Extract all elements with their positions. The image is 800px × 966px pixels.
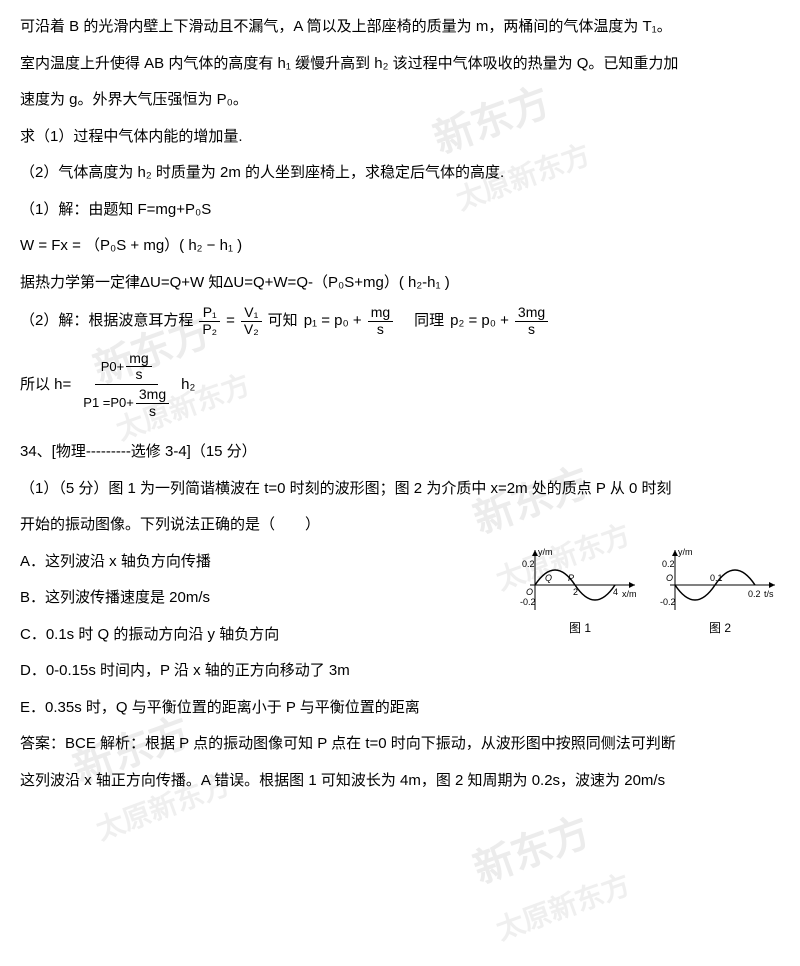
- svg-text:y/m: y/m: [538, 547, 553, 557]
- figure-1-label: 图 1: [520, 615, 640, 643]
- svg-text:2: 2: [573, 587, 578, 597]
- svg-text:0.2: 0.2: [748, 589, 761, 599]
- answer-2: 这列波沿 x 轴正方向传播。A 错误。根据图 1 可知波长为 4m，图 2 知周…: [20, 764, 780, 799]
- big-fraction: P0+ mg s P1 =P0+ 3mg s: [77, 349, 175, 422]
- svg-text:-0.2: -0.2: [520, 597, 536, 607]
- svg-text:0.1: 0.1: [710, 573, 723, 583]
- svg-text:P: P: [568, 573, 574, 583]
- svg-text:x/m: x/m: [622, 589, 637, 599]
- fraction-3mgs: 3mg s: [515, 305, 548, 337]
- fraction-p1p2: P₁ P₂: [199, 305, 220, 337]
- document-body: 可沿着 B 的光滑内壁上下滑动且不漏气，A 筒以及上部座椅的质量为 m，两桶间的…: [20, 10, 780, 798]
- fraction-v1v2: V₁ V₂: [241, 305, 262, 337]
- solution-2a: （2）解：根据波意耳方程 P₁ P₂ = V₁ V₂ 可知 p₁ = p₀ + …: [20, 304, 780, 339]
- question-part-1: 求（1）过程中气体内能的增加量.: [20, 120, 780, 155]
- answer-1: 答案：BCE 解析：根据 P 点的振动图像可知 P 点在 t=0 时向下振动，从…: [20, 727, 780, 762]
- svg-text:-0.2: -0.2: [660, 597, 676, 607]
- figure-1: 0.2 -0.2 2 4 x/m y/m O Q P 图 1: [520, 545, 640, 643]
- option-d: D．0-0.15s 时间内，P 沿 x 轴的正方向移动了 3m: [20, 654, 780, 689]
- paragraph: 速度为 g。外界大气压强恒为 P₀。: [20, 83, 780, 118]
- svg-text:0.2: 0.2: [522, 559, 535, 569]
- svg-text:O: O: [526, 587, 533, 597]
- figures: 0.2 -0.2 2 4 x/m y/m O Q P 图 1 0.2 -0.2 …: [520, 545, 780, 643]
- paragraph: 可沿着 B 的光滑内壁上下滑动且不漏气，A 筒以及上部座椅的质量为 m，两桶间的…: [20, 10, 780, 45]
- figure-2-label: 图 2: [660, 615, 780, 643]
- solution-1a: （1）解：由题知 F=mg+P₀S: [20, 193, 780, 228]
- solution-1c: 据热力学第一定律ΔU=Q+W 知ΔU=Q+W=Q-（P₀S+mg）( h₂-h₁…: [20, 266, 780, 301]
- svg-text:Q: Q: [545, 573, 552, 583]
- svg-text:0.2: 0.2: [662, 559, 675, 569]
- fraction-mgs: mg s: [368, 305, 393, 337]
- svg-text:y/m: y/m: [678, 547, 693, 557]
- option-e: E．0.35s 时，Q 与平衡位置的距离小于 P 与平衡位置的距离: [20, 691, 780, 726]
- watermark: 新东方太原新东方: [460, 780, 640, 962]
- svg-text:O: O: [666, 573, 673, 583]
- svg-text:4: 4: [613, 587, 618, 597]
- question-34-1b: 开始的振动图像。下列说法正确的是（ ）: [20, 508, 780, 543]
- question-34-1a: （1）（5 分）图 1 为一列简谐横波在 t=0 时刻的波形图；图 2 为介质中…: [20, 472, 780, 507]
- solution-1b: W = Fx = （P₀S + mg）( h₂ − h₁ ): [20, 229, 780, 264]
- paragraph: 室内温度上升使得 AB 内气体的高度有 h₁ 缓慢升高到 h₂ 该过程中气体吸收…: [20, 47, 780, 82]
- svg-text:t/s: t/s: [764, 589, 774, 599]
- solution-2b: 所以 h= P0+ mg s P1 =P0+ 3mg s h₂: [20, 349, 780, 422]
- question-part-2: （2）气体高度为 h₂ 时质量为 2m 的人坐到座椅上，求稳定后气体的高度.: [20, 156, 780, 191]
- question-34-header: 34、[物理---------选修 3-4]（15 分）: [20, 435, 780, 470]
- figure-2: 0.2 -0.2 0.1 0.2 t/s y/m O 图 2: [660, 545, 780, 643]
